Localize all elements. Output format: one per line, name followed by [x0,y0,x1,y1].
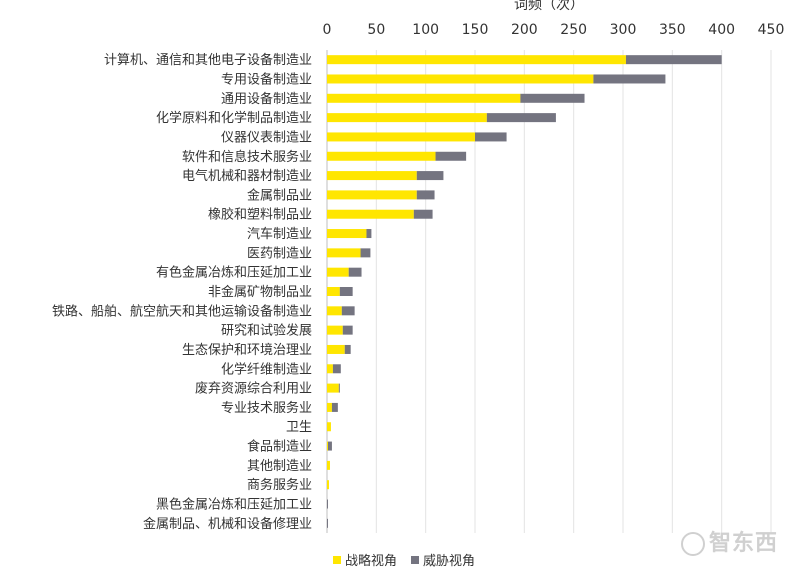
x-tick-label: 250 [560,22,587,38]
category-label: 通用设备制造业 [221,91,312,107]
watermark-logo: 智东西 [680,525,778,557]
legend: 战略视角 威胁视角 [333,553,475,569]
category-label: 专业技术服务业 [221,400,312,416]
bar-strategic [327,93,521,103]
category-label: 化学原料和化学制品制造业 [156,110,312,126]
legend-label: 威胁视角 [423,554,475,569]
category-label: 废弃资源综合利用业 [195,381,312,397]
bar-threat [327,518,328,528]
bar-threat [625,55,722,65]
category-label: 食品制造业 [247,439,312,455]
category-label: 商务服务业 [247,477,312,493]
bar-threat [348,267,362,277]
category-label: 有色金属冶炼和压延加工业 [156,265,312,281]
bar-strategic [327,402,332,412]
bar-threat [416,171,444,181]
bar-threat [331,402,338,412]
category-label: 医药制造业 [247,246,312,261]
category-label: 金属制品业 [247,187,312,203]
category-label: 卫生 [286,420,312,435]
watermark-text: 智东西 [708,531,778,556]
x-tick-label: 200 [511,22,538,38]
category-label: 仪器仪表制造业 [221,130,312,145]
bar-threat [475,132,507,142]
bar-strategic [327,422,331,432]
category-label: 金属制品、机械和设备修理业 [143,516,312,532]
x-tick-label: 350 [659,22,686,38]
bar-threat [416,190,435,200]
bars [327,55,722,528]
bar-strategic [327,344,345,354]
legend-label: 战略视角 [345,553,397,569]
bar-strategic [327,190,417,200]
x-tick-label: 50 [367,22,385,38]
bar-threat [341,306,355,316]
gridlines [326,50,772,533]
x-tick-label: 100 [412,22,439,38]
category-label: 非金属矿物制品业 [208,284,312,300]
bar-strategic [327,74,594,84]
bar-threat [332,364,341,374]
bar-strategic [327,325,343,335]
category-label: 计算机、通信和其他电子设备制造业 [104,52,312,68]
legend-swatch [411,556,419,564]
category-label: 专用设备制造业 [221,71,312,87]
category-label: 软件和信息技术服务业 [182,149,312,165]
bar-strategic [327,460,330,470]
x-axis-title: 词频（次） [514,0,584,13]
bar-threat [342,325,353,335]
category-label: 电气机械和器材制造业 [182,168,312,184]
bar-threat [593,74,666,84]
category-label: 化学纤维制造业 [221,361,312,377]
category-labels: 计算机、通信和其他电子设备制造业专用设备制造业通用设备制造业化学原料和化学制品制… [52,52,312,532]
bar-strategic [327,132,475,142]
x-tick-label: 450 [758,22,785,38]
bar-strategic [327,267,349,277]
bar-strategic [327,171,417,181]
bar-strategic [327,248,361,258]
bar-threat [366,229,372,239]
category-label: 黑色金属冶炼和压延加工业 [156,497,312,513]
x-tick-label: 300 [610,22,637,38]
bar-strategic [327,55,626,65]
bar-threat [486,113,556,123]
bar-strategic [327,209,414,219]
bar-threat [360,248,371,258]
x-tick-label: 0 [323,22,332,38]
category-label: 其他制造业 [247,459,312,474]
bar-threat [413,209,433,219]
bar-threat [338,383,340,393]
bar-strategic [327,383,339,393]
category-label: 橡胶和塑料制品业 [208,207,312,223]
bar-threat [327,441,332,451]
category-label: 研究和试验发展 [221,323,312,339]
bar-strategic [327,113,487,123]
bar-threat [327,499,328,509]
watermark-circle-icon [680,532,705,556]
x-tick-label: 400 [708,22,735,38]
bar-strategic [327,151,436,161]
x-tick-label: 150 [462,22,489,38]
category-label: 铁路、船舶、航空航天和其他运输设备制造业 [52,303,312,319]
legend-swatch [333,556,341,564]
bar-threat [339,287,353,296]
bar-threat [435,151,467,161]
category-label: 汽车制造业 [247,226,312,242]
x-tick-labels: 0 50 100 150 200 250 300 350 400 450 [323,22,785,38]
category-label: 生态保护和环境治理业 [182,343,312,358]
bar-strategic [327,229,367,239]
bar-threat [344,344,351,354]
bar-strategic [327,306,342,316]
bar-strategic [327,441,328,451]
bar-strategic [327,480,329,490]
bar-strategic [327,364,333,374]
bar-threat [520,93,585,103]
bar-strategic [327,287,340,296]
